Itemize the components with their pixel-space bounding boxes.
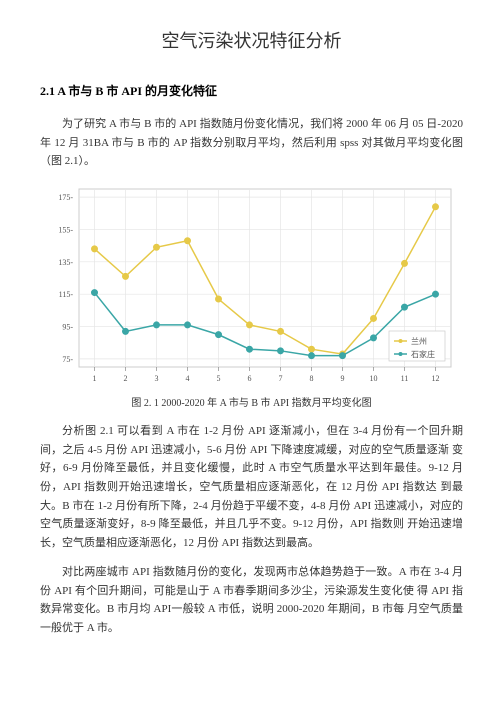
chart-container: 75-95-115-135-155-175-123456789101112兰州石… [43,181,461,391]
chart-caption: 图 2. 1 2000-2020 年 A 市与 B 市 API 指数月平均变化图 [40,395,463,412]
svg-text:4: 4 [185,374,189,383]
svg-text:8: 8 [309,374,313,383]
svg-text:12: 12 [431,374,439,383]
svg-text:3: 3 [154,374,158,383]
svg-text:2: 2 [123,374,127,383]
svg-text:9: 9 [340,374,344,383]
svg-text:兰州: 兰州 [411,336,427,346]
svg-text:75-: 75- [62,355,73,364]
line-chart: 75-95-115-135-155-175-123456789101112兰州石… [43,181,461,391]
svg-text:10: 10 [369,374,377,383]
paragraph-2: 分析图 2.1 可以看到 A 市在 1-2 月份 API 逐渐减小，但在 3-4… [40,422,463,553]
svg-text:11: 11 [400,374,408,383]
svg-text:6: 6 [247,374,251,383]
svg-text:1: 1 [92,374,96,383]
svg-text:95-: 95- [62,323,73,332]
svg-text:155-: 155- [58,226,73,235]
svg-text:115-: 115- [58,290,73,299]
svg-text:7: 7 [278,374,282,383]
paragraph-1: 为了研究 A 市与 B 市的 API 指数随月份变化情况，我们将 2000 年 … [40,115,463,171]
paragraph-3: 对比两座城市 API 指数随月份的变化，发现两市总体趋势趋于一致。A 市在 3-… [40,563,463,638]
svg-text:135-: 135- [58,258,73,267]
svg-text:175-: 175- [58,193,73,202]
svg-text:石家庄: 石家庄 [411,349,435,359]
page-title: 空气污染状况特征分析 [40,26,463,57]
section-heading: 2.1 A 市与 B 市 API 的月变化特征 [40,81,463,101]
svg-text:5: 5 [216,374,220,383]
